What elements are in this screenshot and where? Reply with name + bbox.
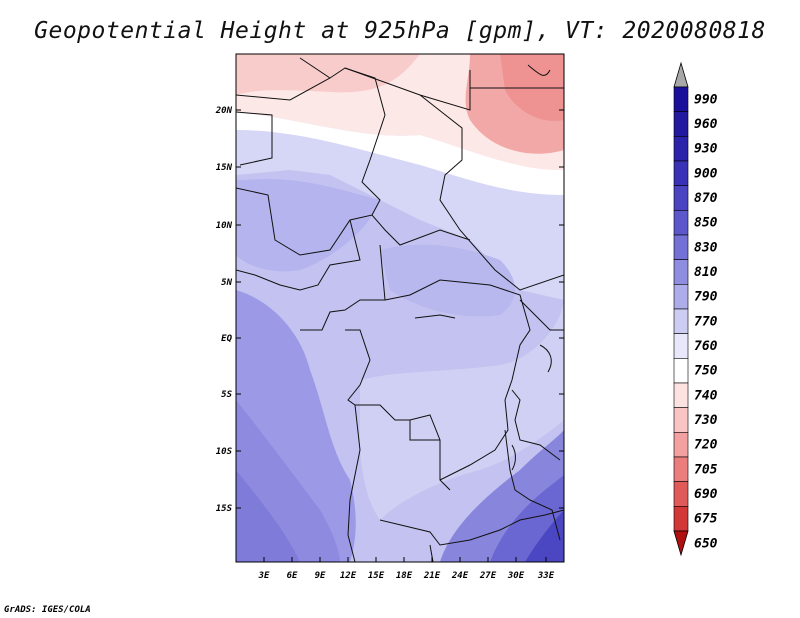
colorbar-swatch — [673, 259, 689, 285]
lat-label: 15S — [216, 504, 233, 514]
colorbar-label: 690 — [694, 487, 718, 502]
colorbar-swatch — [673, 407, 689, 433]
colorbar-label: 705 — [694, 462, 718, 477]
colorbar-label: 650 — [694, 536, 718, 551]
lon-label: 12E — [340, 571, 357, 581]
colorbar-label: 870 — [694, 191, 718, 206]
colorbar-swatch — [673, 382, 689, 408]
colorbar-swatch — [673, 358, 689, 384]
colorbar-label: 770 — [694, 314, 718, 329]
colorbar-swatch — [673, 86, 689, 112]
lon-label: 24E — [451, 571, 469, 581]
lon-label: 21E — [423, 571, 441, 581]
colorbar-label: 900 — [694, 166, 718, 181]
colorbar-label: 730 — [694, 413, 718, 428]
colorbar-label: 790 — [694, 290, 718, 305]
colorbar-label: 720 — [694, 438, 718, 453]
colorbar-label: 750 — [694, 364, 718, 379]
colorbar: 990 960 930 900 870 850 830 810 790 770 760 750 740 7… — [673, 61, 718, 557]
colorbar-bottom-cap — [673, 530, 689, 557]
lon-label: 6E — [287, 571, 298, 581]
colorbar-label: 960 — [694, 117, 718, 132]
colorbar-swatch — [673, 308, 689, 334]
colorbar-swatch — [673, 160, 689, 186]
lakes — [414, 64, 552, 471]
lat-label: 10S — [216, 447, 233, 457]
colorbar-label: 675 — [694, 512, 718, 527]
lat-label: 20N — [215, 106, 233, 116]
map-frame — [235, 53, 565, 563]
colorbar-top-cap — [673, 61, 689, 88]
colorbar-swatch — [673, 456, 689, 482]
lon-label: 27E — [479, 571, 497, 581]
shaded-field — [236, 54, 564, 562]
colorbar-swatch — [673, 234, 689, 260]
colorbar-label: 990 — [694, 92, 718, 107]
colorbar-swatch — [673, 185, 689, 211]
colorbar-label: 850 — [694, 216, 718, 231]
colorbar-label: 740 — [694, 388, 718, 403]
colorbar-swatch — [673, 111, 689, 137]
colorbar-swatch — [673, 506, 689, 532]
lon-label: 18E — [396, 571, 413, 581]
lon-label: 3E — [258, 571, 270, 581]
colorbar-swatch — [673, 284, 689, 310]
colorbar-label: 810 — [694, 265, 718, 280]
colorbar-swatch — [673, 210, 689, 236]
colorbar-swatch — [673, 333, 689, 359]
lon-label: 15E — [368, 571, 385, 581]
credit-label: GrADS: IGES/COLA — [4, 605, 91, 615]
lat-label: EQ — [221, 334, 232, 344]
chart-title: Geopotential Height at 925hPa [gpm], VT:… — [34, 18, 766, 44]
colorbar-swatch — [673, 481, 689, 507]
lon-label: 9E — [315, 571, 326, 581]
colorbar-label: 830 — [694, 240, 718, 255]
lat-label: 15N — [216, 163, 233, 173]
colorbar-swatch — [673, 432, 689, 458]
colorbar-label: 760 — [694, 339, 718, 354]
lat-label: 5N — [221, 278, 232, 288]
lat-label: 10N — [216, 221, 233, 231]
lat-label: 5S — [221, 390, 232, 400]
colorbar-swatch — [673, 136, 689, 162]
lon-label: 33E — [537, 571, 555, 581]
lon-label: 30E — [507, 571, 525, 581]
borders — [236, 57, 564, 562]
colorbar-label: 930 — [694, 142, 718, 157]
